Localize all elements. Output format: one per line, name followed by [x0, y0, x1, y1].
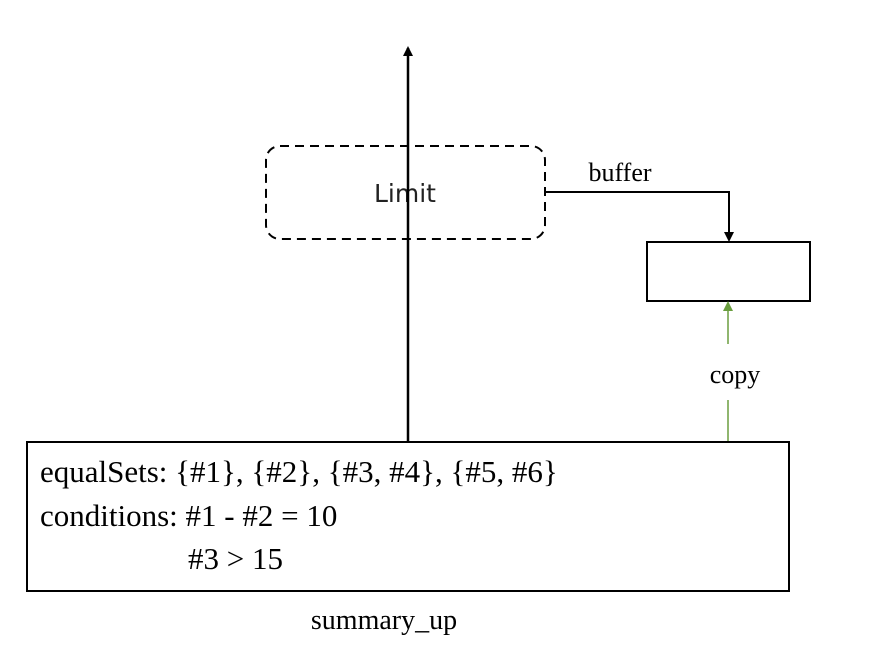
summary-box[interactable]: equalSets: {#1}, {#2}, {#3, #4}, {#5, #6…	[26, 441, 790, 592]
buffer-edge: buffer	[545, 158, 734, 242]
condition-line-2: #3 > 15	[188, 541, 283, 576]
buffer-label: buffer	[588, 158, 651, 187]
conditions-line: conditions: #1 - #2 = 10	[40, 498, 337, 533]
equal-sets-line: equalSets: {#1}, {#2}, {#3, #4}, {#5, #6…	[40, 454, 558, 489]
limit-label: Limit	[374, 179, 436, 208]
summary-caption: summary_up	[311, 605, 457, 636]
buffer-box[interactable]	[646, 241, 811, 302]
copy-label: copy	[710, 360, 761, 389]
limit-node[interactable]: Limit	[265, 145, 546, 240]
copy-edge: copy	[710, 301, 761, 441]
